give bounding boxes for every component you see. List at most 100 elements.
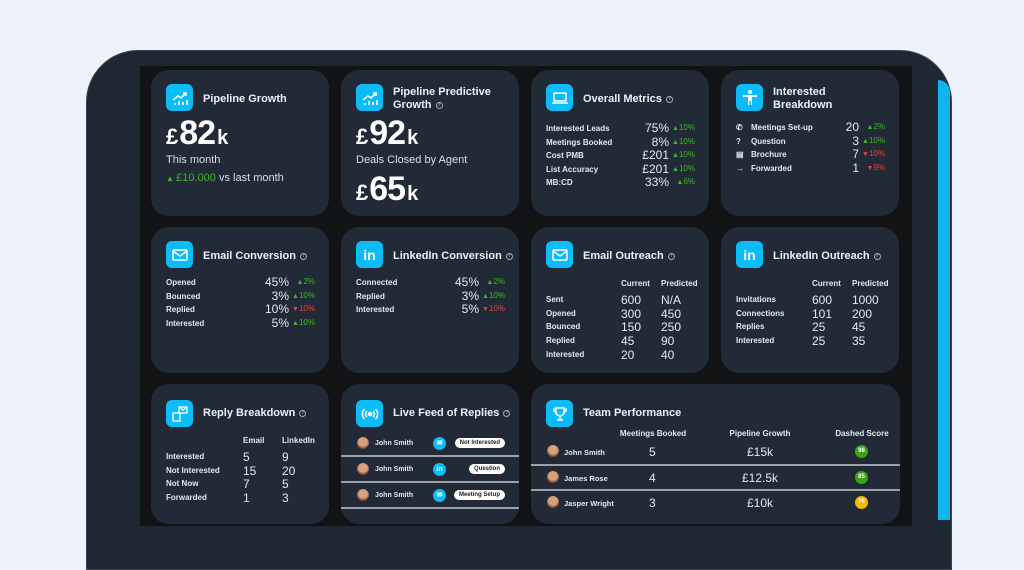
reply-channels-icon bbox=[166, 400, 193, 427]
predicted-amount: £92 k bbox=[356, 114, 418, 152]
arrow-up-icon: ▲ bbox=[482, 292, 489, 300]
metric-label: Cost PMB bbox=[546, 151, 584, 160]
card-title: Overall Metrics? bbox=[583, 93, 673, 105]
delta-value: 10% bbox=[868, 135, 885, 145]
cell-a: 1 bbox=[243, 491, 250, 506]
team-row: John Smith 5 £15k 98 bbox=[531, 444, 900, 460]
delta-value: 9% bbox=[873, 162, 885, 172]
member-name: James Rose bbox=[564, 473, 608, 483]
team-row: Jasper Wright 3 £10k 76 bbox=[531, 495, 900, 511]
help-icon[interactable]: ? bbox=[667, 252, 675, 260]
metric-value: 8% bbox=[651, 134, 669, 149]
metric-label: Bounced bbox=[166, 291, 201, 301]
metric-delta: ▲10% bbox=[861, 136, 885, 145]
metric-delta: ▼10% bbox=[861, 149, 885, 158]
email-conversion-card: Email Conversion? Opened 45% ▲2% Bounced 3% ▲… bbox=[151, 227, 329, 373]
meetings-booked: 5 bbox=[649, 445, 656, 459]
table-row: Opened 300 450 bbox=[531, 307, 709, 321]
score-badge: 76 bbox=[855, 496, 868, 509]
metric-row: Connected 45% ▲2% bbox=[341, 275, 519, 290]
row-label: Not Now bbox=[166, 479, 199, 489]
cell-b: 200 bbox=[852, 306, 873, 321]
meetings-booked: 4 bbox=[649, 470, 656, 485]
cell-a: 5 bbox=[243, 450, 250, 464]
feed-name: John Smith bbox=[375, 492, 414, 499]
metric-label: Replied bbox=[356, 291, 385, 301]
feed-item[interactable]: John Smith ✉ Meeting Setup bbox=[341, 488, 519, 504]
delta-value: 10% bbox=[298, 290, 315, 300]
metric-label: Interested bbox=[356, 305, 395, 314]
col-header-pipeline: Pipeline Growth bbox=[729, 429, 791, 438]
delta-value: 10% bbox=[678, 163, 695, 173]
metric-value: 75% bbox=[644, 121, 669, 135]
cell-b: 9 bbox=[282, 450, 289, 464]
delta-value: 10% bbox=[298, 304, 315, 313]
row-label: Replies bbox=[736, 322, 765, 332]
cell-b: 1000 bbox=[852, 293, 879, 307]
metric-value: 3% bbox=[461, 288, 479, 303]
linkedin-outreach-card: in LinkedIn Outreach? Current Predicted In… bbox=[721, 227, 899, 373]
change-text: ▲ £10.000 vs last month bbox=[166, 172, 284, 184]
help-icon[interactable]: ? bbox=[665, 95, 673, 103]
row-label: Sent bbox=[546, 295, 564, 304]
status-badge: Question bbox=[468, 464, 505, 474]
col-header: LinkedIn bbox=[282, 436, 315, 445]
metric-value: 5% bbox=[271, 315, 289, 330]
device-edge-accent bbox=[938, 80, 950, 520]
cell-b: 45 bbox=[852, 320, 866, 335]
metric-label: Interested bbox=[166, 318, 205, 328]
metric-label: Replied bbox=[166, 305, 195, 314]
card-title: Team Performance bbox=[583, 407, 682, 419]
linkedin-icon: in bbox=[736, 241, 763, 268]
help-icon[interactable]: ? bbox=[503, 409, 511, 417]
linkedin-conversion-card: in LinkedIn Conversion? Connected 45% ▲2% R… bbox=[341, 227, 519, 373]
metric-value: 5% bbox=[461, 302, 479, 316]
feed-item[interactable]: John Smith ✉ Not Interested bbox=[341, 436, 519, 452]
col-header: Email bbox=[243, 436, 265, 445]
table-row: Interested 20 40 bbox=[531, 348, 709, 362]
meetings-booked: 3 bbox=[649, 496, 656, 510]
broadcast-icon bbox=[356, 400, 383, 427]
cell-b: 250 bbox=[661, 320, 682, 335]
email-outreach-card: Email Outreach? Current Predicted Sent 600 N… bbox=[531, 227, 709, 373]
cell-a: 25 bbox=[812, 334, 826, 349]
help-icon[interactable]: ? bbox=[299, 409, 307, 417]
help-icon[interactable]: ? bbox=[505, 252, 513, 260]
metric-value: 1 bbox=[852, 160, 859, 175]
card-title: Email Outreach? bbox=[583, 250, 675, 262]
team-row: James Rose 4 £12.5k 85 bbox=[531, 470, 900, 486]
metric-label: MB:CD bbox=[546, 178, 573, 187]
avatar bbox=[357, 489, 369, 501]
metric-delta: ▼10% bbox=[291, 304, 315, 313]
metric-row: List Accuracy £201 ▲10% bbox=[531, 161, 709, 177]
metric-value: 45% bbox=[454, 275, 479, 289]
cell-b: 20 bbox=[282, 463, 296, 478]
pipeline-growth: £10k bbox=[746, 496, 774, 510]
row-label: Not Interested bbox=[166, 465, 220, 475]
cell-b: N/A bbox=[661, 293, 682, 307]
row-label: Forwarded bbox=[166, 493, 207, 503]
table-row: Forwarded 1 3 bbox=[151, 491, 329, 505]
table-row: Not Interested 15 20 bbox=[151, 464, 329, 478]
help-icon[interactable]: ? bbox=[873, 252, 881, 260]
pipeline-predictive-card: Pipeline Predictive Growth? £92 k Deals Cl… bbox=[341, 70, 519, 216]
feed-item[interactable]: John Smith in Question bbox=[341, 462, 519, 478]
cell-a: 600 bbox=[621, 293, 642, 307]
cell-a: 300 bbox=[621, 306, 642, 321]
metric-label: Connected bbox=[356, 278, 398, 287]
help-icon[interactable]: ? bbox=[299, 252, 307, 260]
card-title: Pipeline Predictive Growth? bbox=[393, 86, 491, 111]
feed-name: John Smith bbox=[375, 440, 414, 447]
metric-value: 10% bbox=[264, 302, 289, 316]
arrow-up-icon: ▲ bbox=[292, 292, 299, 300]
help-icon[interactable]: ? bbox=[435, 101, 443, 109]
cell-b: 450 bbox=[661, 306, 682, 321]
card-title: LinkedIn Outreach? bbox=[773, 250, 881, 262]
cell-b: 40 bbox=[661, 347, 675, 362]
metric-row: Meetings Booked 8% ▲10% bbox=[531, 134, 709, 150]
card-title: Email Conversion? bbox=[203, 250, 307, 262]
email-icon: ✉ bbox=[433, 437, 446, 450]
metric-row: Cost PMB £201 ▲10% bbox=[531, 148, 709, 163]
metric-value: £201 bbox=[642, 161, 669, 176]
metric-value: £201 bbox=[642, 148, 669, 162]
